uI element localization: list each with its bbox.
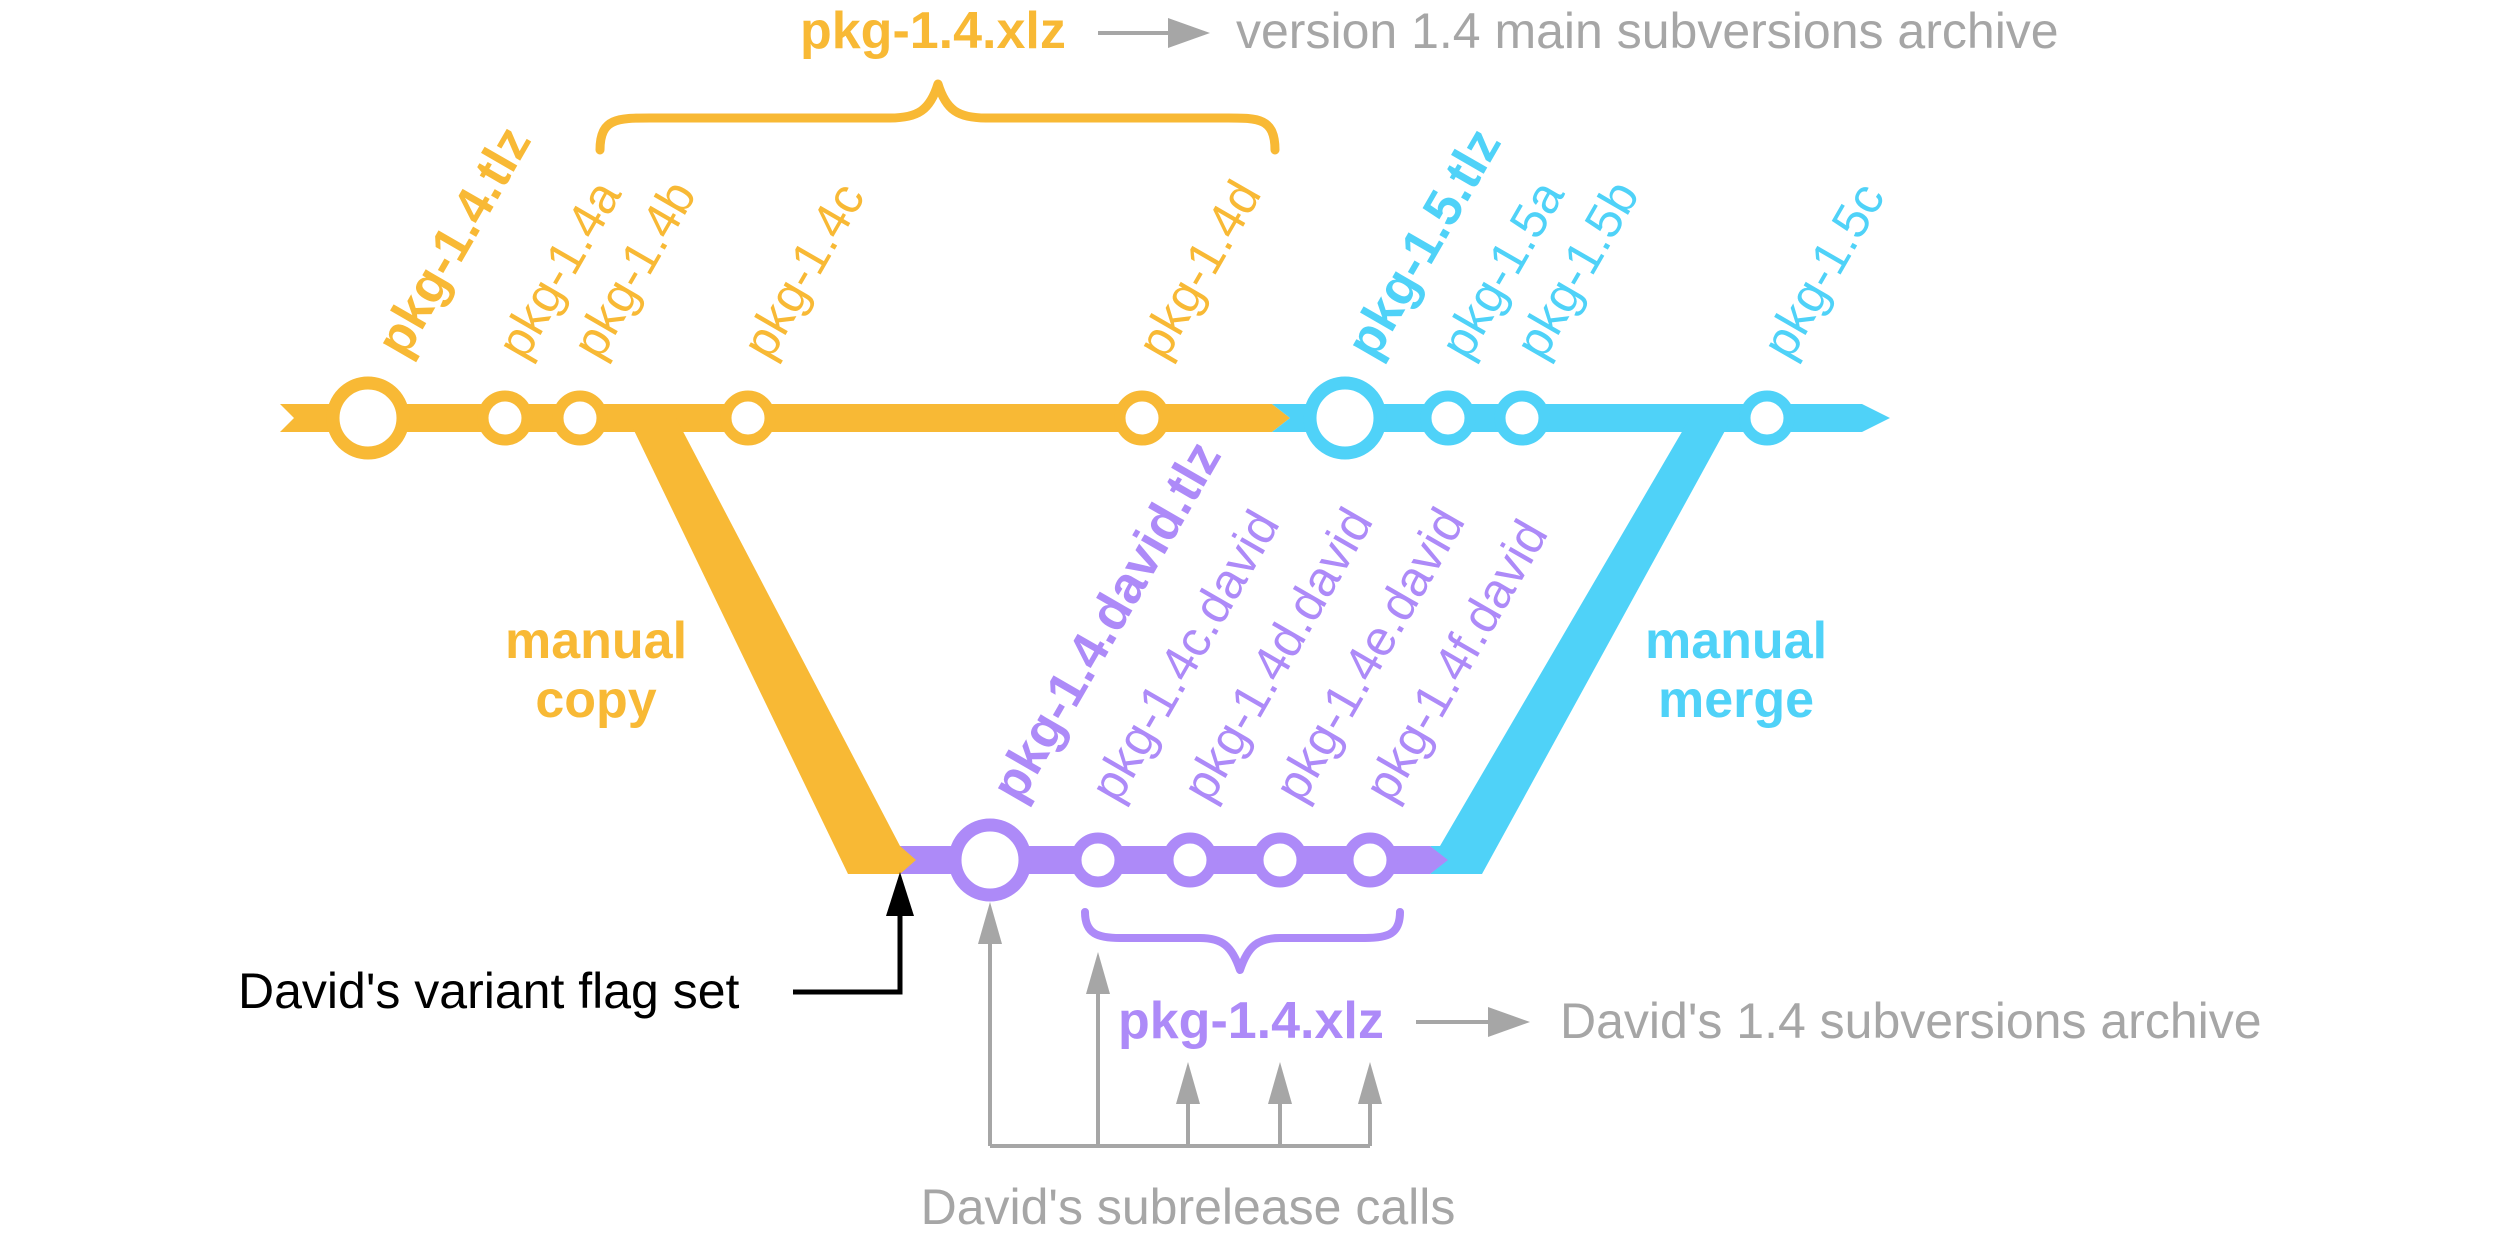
manual-merge-line1: manual: [1645, 612, 1827, 670]
main-archive-description: version 1.4 main subversions archive: [1236, 3, 2059, 59]
manual-copy-line1: manual: [505, 612, 687, 670]
node-pkg-1-5-tlz: [1303, 376, 1387, 460]
david-archive-brace: [1081, 908, 1404, 974]
david-archive-arrow: [1416, 1007, 1530, 1037]
manual-copy-connector: [628, 418, 900, 874]
subrelease-call-arrows: [978, 902, 1382, 1148]
manual-copy-line2: copy: [535, 671, 656, 729]
next-nodes: [1303, 376, 1795, 460]
label-pkg-1-4c: pkg-1.4c: [731, 173, 875, 367]
main-archive-label: pkg-1.4.xlz: [800, 2, 1066, 60]
david-archive-description: David's 1.4 subversions archive: [1560, 993, 2262, 1049]
manual-merge-connector: [1440, 418, 1732, 874]
node-pkg-1-5c: [1739, 390, 1795, 446]
node-pkg-1-4c: [720, 390, 776, 446]
variant-flag-arrow: [793, 872, 914, 995]
node-pkg-1-4f-david: [1342, 832, 1398, 888]
label-pkg-1-5c: pkg-1.5c: [1751, 173, 1895, 367]
manual-merge-line2: merge: [1658, 671, 1814, 729]
main-line: [280, 404, 1290, 432]
node-pkg-1-4d: [1114, 390, 1170, 446]
label-pkg-1-4d: pkg-1.4d: [1126, 171, 1272, 368]
node-pkg-1-4-tlz: [326, 376, 410, 460]
copy-arrow-tip: [852, 846, 917, 874]
main-archive-arrow: [1098, 18, 1210, 48]
node-pkg-1-4d-david: [1162, 832, 1218, 888]
node-pkg-1-4c-david: [1070, 832, 1126, 888]
variant-flag-label: David's variant flag set: [238, 963, 740, 1019]
node-pkg-1-4a: [477, 390, 533, 446]
merge-join: [1430, 846, 1474, 874]
david-archive-label: pkg-1.4.xlz: [1118, 992, 1384, 1050]
node-pkg-1-5a: [1420, 390, 1476, 446]
david-nodes: [948, 818, 1398, 902]
main-nodes: [326, 376, 1170, 460]
subrelease-calls-label: David's subrelease calls: [921, 1179, 1456, 1235]
node-pkg-1-4b: [552, 390, 608, 446]
main-archive-brace: [595, 79, 1280, 155]
node-pkg-1-4e-david: [1252, 832, 1308, 888]
node-pkg-1-4-david-tlz: [948, 818, 1032, 902]
node-pkg-1-5b: [1494, 390, 1550, 446]
